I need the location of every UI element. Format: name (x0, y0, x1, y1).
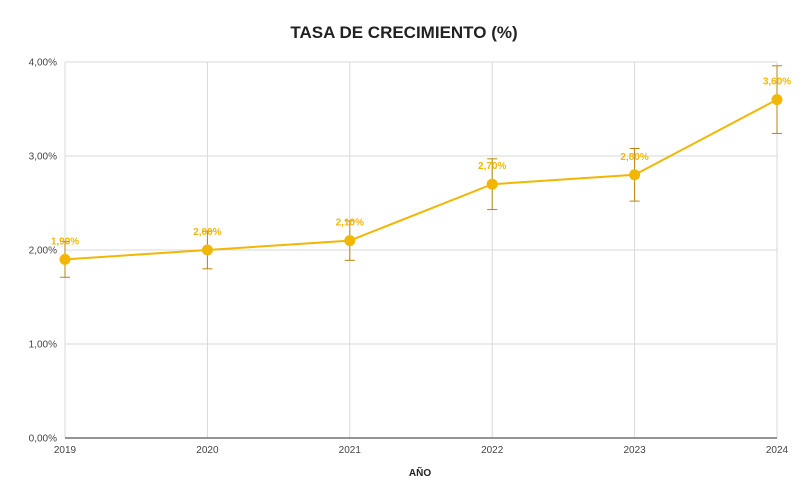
x-tick-label: 2023 (623, 445, 646, 456)
data-points (59, 94, 783, 265)
y-tick-label: 2,00% (29, 246, 57, 257)
y-tick-label: 0,00% (29, 434, 57, 445)
y-tick-label: 3,00% (29, 152, 57, 163)
data-label: 1,90% (51, 236, 79, 247)
data-point (629, 169, 641, 181)
data-point (201, 244, 213, 256)
data-label: 2,10% (336, 218, 364, 229)
series-line (64, 98, 778, 261)
chart-title: TASA DE CRECIMIENTO (%) (290, 23, 517, 42)
data-label: 3,60% (763, 77, 791, 88)
x-tick-label: 2022 (481, 445, 504, 456)
data-point (344, 235, 356, 247)
data-point (59, 253, 71, 265)
tick-labels: 0,00% 1,00% 2,00% 3,00% 4,00% 2019 2020 2021 202… (29, 58, 789, 457)
data-point (486, 178, 498, 190)
data-label: 2,70% (478, 161, 506, 172)
error-bars (60, 65, 782, 278)
data-label: 2,00% (193, 227, 221, 238)
data-label: 2,80% (620, 152, 648, 163)
data-labels: 1,90% 2,00% 2,10% 2,70% 2,80% 3,60% (51, 77, 791, 248)
x-tick-label: 2021 (339, 445, 362, 456)
data-point (771, 94, 783, 106)
y-tick-label: 4,00% (29, 58, 57, 69)
series-line-group (64, 98, 778, 261)
y-tick-label: 1,00% (29, 340, 57, 351)
x-axis-title: AÑO (409, 466, 431, 479)
x-tick-label: 2019 (54, 445, 77, 456)
x-tick-label: 2020 (196, 445, 219, 456)
grid-lines (64, 61, 778, 438)
x-tick-label: 2024 (766, 445, 789, 456)
